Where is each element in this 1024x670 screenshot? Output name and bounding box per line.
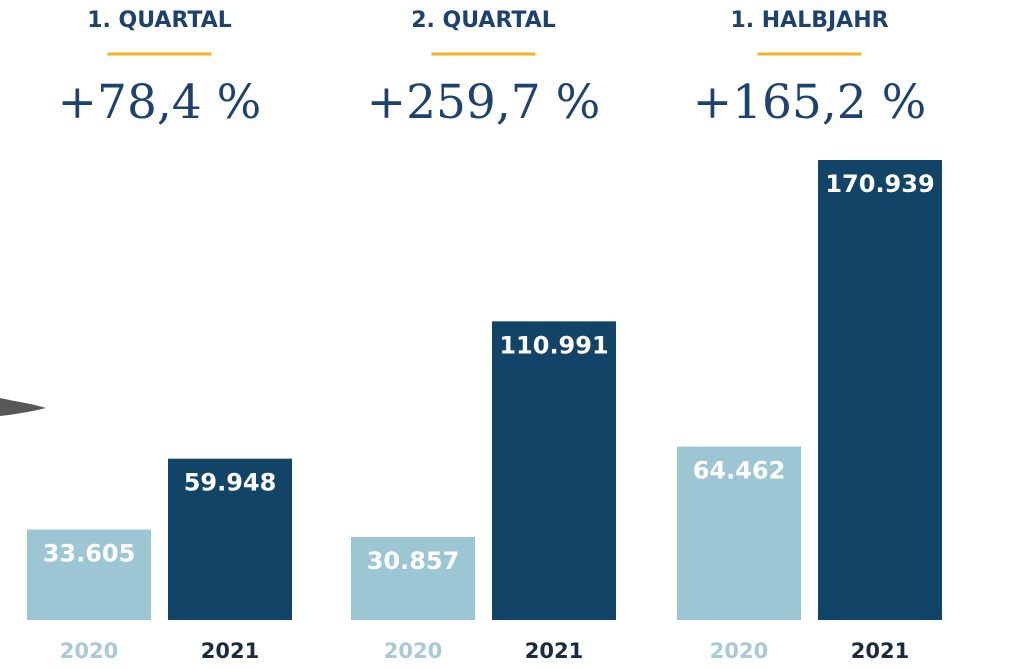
title-underline — [431, 52, 536, 56]
change-label: +165,2 % — [693, 75, 927, 130]
year-label: 2020 — [60, 639, 118, 663]
bar-2021 — [492, 321, 616, 620]
chart-group: 1. QUARTAL +78,4 % 33.605 2020 59.948 2021 — [27, 8, 292, 663]
bar-value-label: 33.605 — [43, 540, 136, 568]
bar-2020 — [351, 536, 475, 620]
bar-2020 — [27, 529, 151, 620]
arrow-decoration — [0, 398, 46, 416]
bar-value-label: 170.939 — [825, 170, 934, 198]
bar-2021 — [168, 458, 292, 620]
chart-group: 2. QUARTAL +259,7 % 30.857 2020 110.991 2021 — [351, 8, 616, 663]
title-underline — [757, 52, 862, 56]
group-title: 2. QUARTAL — [411, 8, 556, 33]
year-label: 2021 — [525, 639, 583, 663]
group-title: 1. QUARTAL — [87, 8, 232, 33]
bar-2021 — [818, 160, 942, 620]
year-label: 2020 — [710, 639, 768, 663]
chart-groups: 1. QUARTAL+78,4 %33.605202059.94820212. … — [27, 8, 942, 663]
title-underline — [107, 52, 212, 56]
bar-value-label: 110.991 — [499, 331, 608, 359]
group-title: 1. HALBJAHR — [730, 8, 888, 33]
year-label: 2021 — [201, 639, 259, 663]
bar-value-label: 59.948 — [184, 469, 277, 497]
change-label: +259,7 % — [367, 75, 601, 130]
year-label: 2021 — [851, 639, 909, 663]
bar-value-label: 30.857 — [367, 547, 460, 575]
chart-group: 1. HALBJAHR +165,2 % 64.462 2020 170.939 2021 — [677, 8, 942, 663]
bar-2020 — [677, 446, 801, 620]
bar-value-label: 64.462 — [693, 457, 786, 485]
year-label: 2020 — [384, 639, 442, 663]
change-label: +78,4 % — [58, 75, 262, 130]
